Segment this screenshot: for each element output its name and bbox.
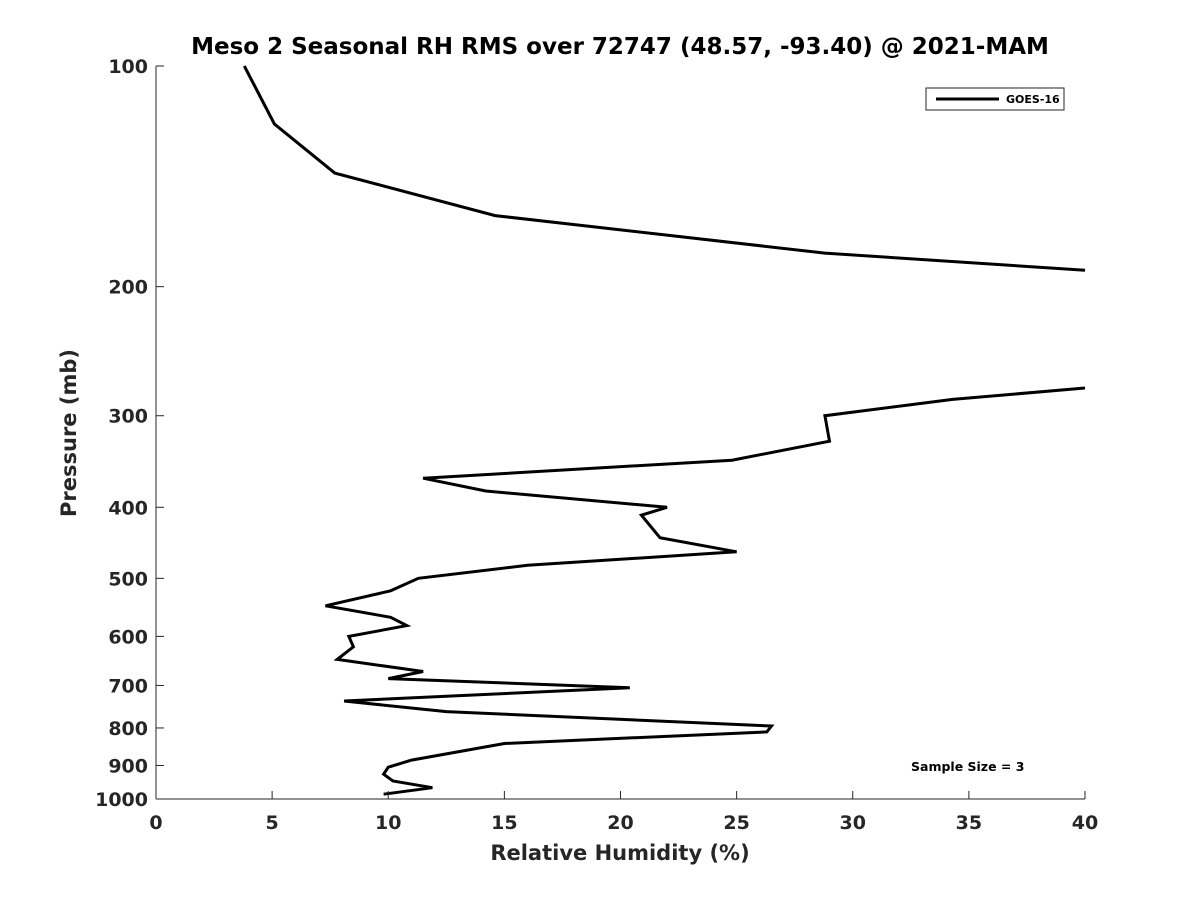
y-tick-label: 100 — [108, 56, 148, 78]
x-tick-label: 40 — [1072, 812, 1098, 834]
x-tick-label: 25 — [723, 812, 749, 834]
x-tick-label: 0 — [149, 812, 162, 834]
y-tick-label: 700 — [108, 675, 148, 697]
y-axis-ticks: 100 200 300 400 500 600 700 800 900 1000 — [95, 56, 164, 811]
plot-area — [155, 65, 1086, 800]
legend: GOES-16 — [925, 87, 1065, 111]
y-tick-label: 300 — [108, 406, 148, 428]
x-axis-ticks: 0 5 10 15 20 25 30 35 40 — [149, 791, 1098, 834]
x-tick-label: 15 — [491, 812, 517, 834]
legend-label-goes-16: GOES-16 — [1006, 93, 1060, 106]
y-tick-label: 900 — [108, 755, 148, 777]
x-tick-label: 5 — [266, 812, 279, 834]
y-tick-label: 1000 — [95, 789, 148, 811]
series-line-segment — [325, 386, 1086, 796]
x-tick-label: 35 — [956, 812, 982, 834]
y-tick-label: 500 — [108, 568, 148, 590]
y-tick-label: 800 — [108, 718, 148, 740]
sample-size-annotation: Sample Size = 3 — [911, 759, 1024, 774]
x-axis-label: Relative Humidity (%) — [490, 841, 749, 865]
y-tick-label: 400 — [108, 497, 148, 519]
chart-title: Meso 2 Seasonal RH RMS over 72747 (48.57… — [191, 34, 1049, 60]
x-tick-label: 30 — [840, 812, 866, 834]
x-tick-label: 20 — [607, 812, 633, 834]
y-tick-label: 600 — [108, 626, 148, 648]
y-tick-label: 200 — [108, 277, 148, 299]
series-line-segment — [242, 65, 1086, 272]
y-axis-label: Pressure (mb) — [57, 349, 81, 517]
x-tick-label: 10 — [375, 812, 401, 834]
